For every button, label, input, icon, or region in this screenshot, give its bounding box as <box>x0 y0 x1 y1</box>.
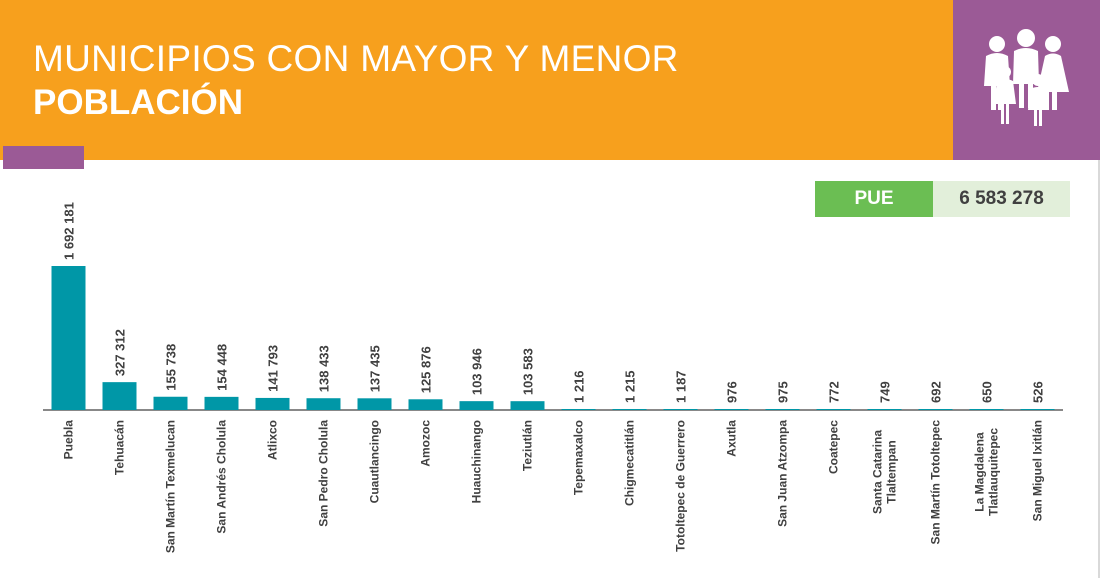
header-banner: MUNICIPIOS CON MAYOR Y MENOR POBLACIÓN <box>0 0 953 160</box>
category-label: Huauchinango <box>470 420 484 503</box>
bar-value-label: 1 215 <box>623 370 638 403</box>
category-label: Puebla <box>62 420 76 460</box>
bar <box>816 409 851 410</box>
population-bar-chart: 1 692 181 Puebla 327 312 Tehuacán 155 738 San… <box>43 202 1063 553</box>
bar-value-label: 137 435 <box>368 345 383 392</box>
bar-value-label: 103 583 <box>521 348 536 395</box>
bar-value-label: 141 793 <box>266 345 281 392</box>
bar <box>102 382 137 410</box>
category-label: San Martín Texmelucan <box>164 420 178 553</box>
bar-value-label: 1 692 181 <box>62 202 77 260</box>
bar-value-label: 125 876 <box>419 346 434 393</box>
bar <box>357 398 392 410</box>
bar-value-label: 1 216 <box>572 370 587 403</box>
state-label: PUE <box>815 181 933 217</box>
bar-value-label: 976 <box>725 381 740 403</box>
bar-value-label: 327 312 <box>113 329 128 376</box>
bar-value-label: 155 738 <box>164 344 179 391</box>
bar-value-label: 138 433 <box>317 345 332 392</box>
right-border <box>1098 160 1100 578</box>
category-label: Tepemaxalco <box>572 420 586 495</box>
icon-panel <box>953 0 1100 160</box>
category-label: San Martín Totoltepec <box>929 420 943 545</box>
bar <box>459 401 494 410</box>
bar <box>561 409 596 410</box>
bar <box>867 409 902 410</box>
bar <box>255 397 290 410</box>
bar <box>612 409 647 410</box>
category-label: San Miguel Ixitlán <box>1031 420 1045 521</box>
bar-value-label: 103 946 <box>470 348 485 395</box>
bar <box>918 409 953 410</box>
bar <box>153 396 188 410</box>
bar <box>306 398 341 410</box>
bar <box>663 409 698 410</box>
title-line-1: MUNICIPIOS CON MAYOR Y MENOR <box>33 38 679 79</box>
bar <box>204 396 239 410</box>
bar <box>1020 409 1055 410</box>
category-label: Axutla <box>725 420 739 457</box>
category-label: San Pedro Cholula <box>317 420 331 527</box>
bar <box>51 266 86 410</box>
bar-value-label: 154 448 <box>215 344 230 391</box>
accent-strip <box>3 146 84 169</box>
bar <box>714 409 749 410</box>
category-label: Tehuacán <box>113 420 127 475</box>
state-population-value: 6 583 278 <box>933 181 1070 217</box>
bar-value-label: 1 187 <box>674 370 689 403</box>
category-label: Totoltepec de Guerrero <box>674 420 688 552</box>
family-group-icon <box>984 29 1069 126</box>
bar-value-label: 975 <box>776 381 791 403</box>
bar-value-label: 772 <box>827 381 842 403</box>
bar-value-label: 650 <box>980 381 995 403</box>
category-label: Amozoc <box>419 420 433 467</box>
bar-value-label: 526 <box>1031 381 1046 403</box>
category-label: Santa CatarinaTlaltempan <box>871 430 899 514</box>
category-label: Cuautlancingo <box>368 420 382 503</box>
bar-value-label: 692 <box>929 381 944 403</box>
bar <box>408 399 443 410</box>
category-label: Coatepec <box>827 420 841 474</box>
bar-value-label: 749 <box>878 381 893 403</box>
category-label: San Andrés Cholula <box>215 420 229 534</box>
category-label: Chigmecatitlán <box>623 420 637 506</box>
bar <box>510 401 545 410</box>
category-label: Atlixco <box>266 420 280 460</box>
title-line-2: POBLACIÓN <box>33 83 243 122</box>
bar <box>765 409 800 410</box>
bar <box>969 409 1004 410</box>
category-label: San Juan Atzompa <box>776 420 790 527</box>
category-label: Teziutlán <box>521 420 535 471</box>
category-label: La MagdalenaTlatlauquitepec <box>973 428 1001 516</box>
